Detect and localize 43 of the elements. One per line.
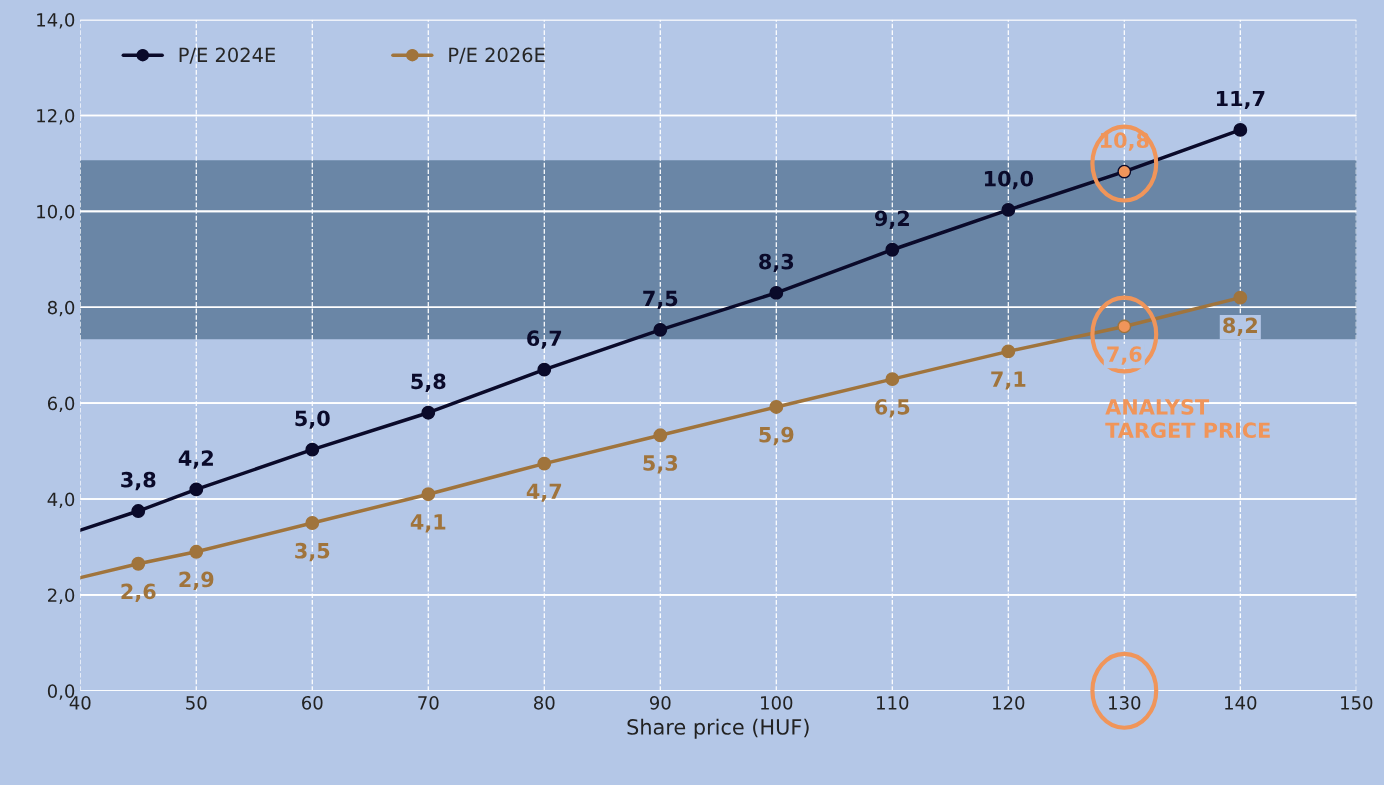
data-label: 7,5 bbox=[643, 290, 678, 309]
x-tick-label: 130 bbox=[1109, 695, 1141, 710]
x-tick-label: 100 bbox=[761, 695, 793, 710]
data-label: 9,2 bbox=[874, 210, 909, 229]
data-label: 5,0 bbox=[295, 410, 330, 429]
y-tick-label: 6,0 bbox=[47, 396, 75, 413]
data-label: 8,2 bbox=[1223, 317, 1257, 336]
data-label: 6,7 bbox=[527, 330, 562, 349]
data-label: 7,1 bbox=[991, 371, 1026, 390]
data-label: 4,7 bbox=[526, 483, 562, 502]
data-label: 5,3 bbox=[643, 455, 678, 474]
data-label: 2,6 bbox=[121, 583, 156, 602]
y-tick-label: 14,0 bbox=[37, 13, 75, 29]
data-label: 10,0 bbox=[984, 170, 1034, 190]
legend-label: P/E 2024E bbox=[179, 47, 276, 64]
y-tick-label: 2,0 bbox=[48, 588, 75, 604]
legend-label: P/E 2026E bbox=[449, 47, 545, 64]
data-label: 5,9 bbox=[759, 426, 794, 446]
annotation: ANALYST TARGET PRICE bbox=[1105, 399, 1270, 439]
x-tick-label: 150 bbox=[1341, 695, 1373, 710]
data-label: 8,3 bbox=[759, 253, 794, 273]
data-label: 3,8 bbox=[121, 471, 156, 491]
x-tick-label: 110 bbox=[877, 695, 909, 710]
x-tick-label: 120 bbox=[993, 695, 1025, 710]
data-label: 5,8 bbox=[411, 373, 446, 392]
data-label: 3,5 bbox=[295, 542, 330, 562]
x-tick-label: 80 bbox=[534, 695, 555, 710]
data-label: 4,2 bbox=[178, 450, 213, 469]
y-tick-label: 4,0 bbox=[47, 492, 75, 508]
data-label: 2,9 bbox=[179, 571, 214, 590]
y-tick-label: 10,0 bbox=[37, 204, 75, 221]
data-label: 6,5 bbox=[875, 399, 910, 418]
data-label: 7,6 bbox=[1107, 346, 1142, 365]
x-tick-label: 90 bbox=[649, 695, 671, 710]
x-tick-label: 60 bbox=[302, 695, 323, 710]
data-label: 4,1 bbox=[410, 514, 446, 533]
x-tick-label: 50 bbox=[186, 695, 207, 710]
y-tick-label: 12,0 bbox=[37, 108, 75, 125]
x-axis-title: Share price (HUF) bbox=[627, 718, 809, 739]
x-tick-label: 70 bbox=[418, 695, 439, 710]
x-tick-label: 140 bbox=[1225, 695, 1257, 710]
data-label: 11,7 bbox=[1216, 90, 1265, 110]
y-tick-label: 8,0 bbox=[47, 300, 75, 317]
